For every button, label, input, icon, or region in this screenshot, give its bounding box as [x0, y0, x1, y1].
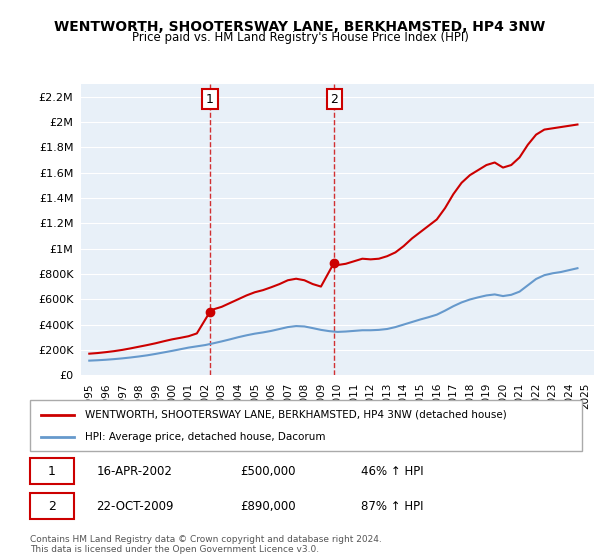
Text: WENTWORTH, SHOOTERSWAY LANE, BERKHAMSTED, HP4 3NW: WENTWORTH, SHOOTERSWAY LANE, BERKHAMSTED…: [55, 20, 545, 34]
Text: 16-APR-2002: 16-APR-2002: [96, 465, 172, 478]
FancyBboxPatch shape: [30, 493, 74, 520]
Text: £890,000: £890,000: [240, 500, 295, 512]
Text: 2: 2: [48, 500, 56, 512]
Text: 87% ↑ HPI: 87% ↑ HPI: [361, 500, 424, 512]
Text: 22-OCT-2009: 22-OCT-2009: [96, 500, 174, 512]
Text: HPI: Average price, detached house, Dacorum: HPI: Average price, detached house, Daco…: [85, 432, 326, 442]
FancyBboxPatch shape: [30, 400, 582, 451]
Text: 46% ↑ HPI: 46% ↑ HPI: [361, 465, 424, 478]
Text: Price paid vs. HM Land Registry's House Price Index (HPI): Price paid vs. HM Land Registry's House …: [131, 31, 469, 44]
Text: 2: 2: [330, 93, 338, 106]
Text: £500,000: £500,000: [240, 465, 295, 478]
FancyBboxPatch shape: [30, 458, 74, 484]
Text: Contains HM Land Registry data © Crown copyright and database right 2024.
This d: Contains HM Land Registry data © Crown c…: [30, 535, 382, 554]
Text: 1: 1: [48, 465, 56, 478]
Text: WENTWORTH, SHOOTERSWAY LANE, BERKHAMSTED, HP4 3NW (detached house): WENTWORTH, SHOOTERSWAY LANE, BERKHAMSTED…: [85, 409, 507, 419]
Text: 1: 1: [206, 93, 214, 106]
